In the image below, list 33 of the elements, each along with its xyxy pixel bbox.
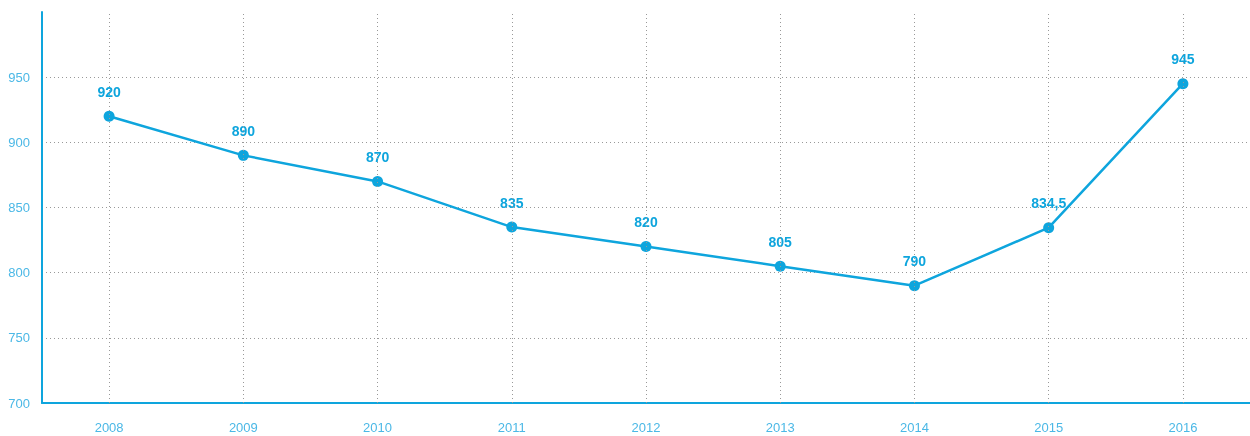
point: [237, 149, 249, 161]
point: [908, 280, 920, 292]
data-label: 890: [231, 122, 256, 139]
y-tick-label: 800: [8, 265, 30, 281]
y-tick-label: 900: [8, 134, 30, 150]
y-tick-label: 750: [8, 330, 30, 346]
point: [774, 260, 786, 272]
data-label: 870: [365, 148, 390, 165]
x-tick-label: 2016: [1168, 420, 1198, 435]
x-tick-label: 2011: [497, 420, 526, 435]
x-tick-label: 2012: [631, 420, 661, 435]
data-label: 820: [634, 214, 658, 231]
data-label: 945: [1171, 51, 1195, 68]
x-tick-label: 2009: [228, 420, 258, 435]
x-tick-label: 2013: [765, 420, 795, 435]
data-label: 835: [500, 194, 524, 211]
point: [372, 175, 384, 187]
point: [103, 110, 115, 122]
point: [1177, 78, 1189, 90]
data-label: 790: [902, 253, 927, 270]
y-tick-label: 950: [8, 69, 30, 85]
x-tick-label: 2008: [94, 420, 124, 435]
data-label: 834,5: [1031, 195, 1067, 212]
point: [640, 241, 652, 253]
data-label: 805: [768, 233, 793, 250]
x-tick-label: 2014: [899, 420, 929, 435]
x-tick-label: 2015: [1034, 420, 1064, 435]
y-tick-label: 850: [8, 200, 30, 215]
y-tick-label: 700: [8, 395, 30, 411]
point: [1043, 222, 1055, 234]
point: [506, 221, 518, 233]
x-tick-label: 2010: [363, 420, 393, 435]
data-label: 920: [97, 83, 121, 100]
